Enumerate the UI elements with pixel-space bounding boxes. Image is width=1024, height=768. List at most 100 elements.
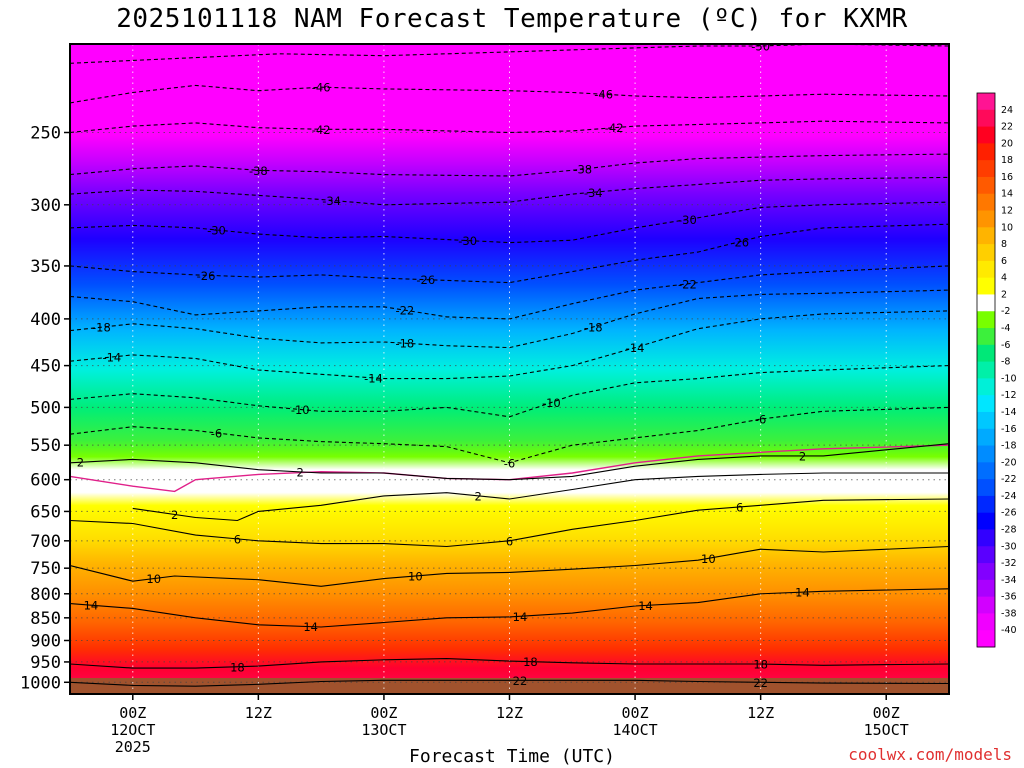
x-tick-label: 00Z [622,704,649,722]
colorbar-label: 16 [1001,172,1013,183]
y-axis: 2503003504004505005506006507007508008509… [20,123,70,693]
colorbar-label: -12 [1001,390,1017,401]
contour-label: 14 [795,586,810,600]
contour-label: 2 [171,508,178,522]
colorbar-segment [977,361,995,379]
contour-label: -6 [211,426,222,440]
y-tick-label: 900 [30,631,61,651]
chart-title: 2025101118 NAM Forecast Temperature (ºC)… [116,4,908,34]
contour-label: -30 [207,223,226,237]
colorbar-label: -2 [1001,306,1010,317]
contour-label: 18 [753,658,768,672]
x-tick-label: 12Z [245,704,272,722]
contour-label: -14 [626,341,645,355]
contour-label: -18 [584,321,603,335]
colorbar-segment [977,613,995,631]
contour-layer [70,44,949,687]
contour-label: 2 [799,449,806,463]
y-tick-label: 300 [30,196,61,216]
x-tick-label: 12Z [747,704,774,722]
colorbar-label: 4 [1001,273,1007,284]
colorbar-label: -38 [1001,608,1017,619]
colorbar-segment [977,109,995,128]
contour-label: -10 [291,403,310,417]
colorbar-segment [977,193,995,212]
contour-label: 18 [523,655,538,669]
y-tick-label: 1000 [20,673,61,693]
colorbar: 24 22 20 18 16 14 12 10 8 6 4 2 -2 -4 -6 -8 -10 -12 -14 -16… [976,92,1017,648]
y-tick-label: 800 [30,585,61,605]
colorbar-label: -36 [1001,592,1017,603]
grid-layer [70,44,949,694]
contour-label: -38 [573,163,592,177]
contour-line [132,472,949,522]
colorbar-label: -26 [1001,508,1017,519]
colorbar-label: -16 [1001,424,1017,435]
contour-label: -6 [755,413,766,427]
contour-label: 10 [701,552,716,566]
contour-line [70,443,949,481]
y-tick-label: 450 [30,357,61,377]
colorbar-label: -10 [1001,373,1017,384]
contour-label: -18 [92,321,111,335]
colorbar-segment [977,445,995,463]
colorbar-segment [977,344,995,363]
contour-label: 18 [230,660,245,674]
colorbar-segment [977,244,995,262]
colorbar-segment [977,294,995,312]
colorbar-segment [977,630,995,648]
contour-label: 14 [303,620,318,634]
contour-label: 22 [513,674,528,688]
colorbar-label: 2 [1001,289,1007,300]
colorbar-frame [976,92,996,648]
colorbar-segment [977,311,995,329]
y-tick-label: 550 [30,436,61,456]
x-tick-label: 00Z [370,704,397,722]
colorbar-label: 22 [1001,122,1013,133]
colorbar-label: -18 [1001,441,1017,452]
contour-line [70,588,949,628]
colorbar-segment [977,462,995,480]
contour-label: -14 [102,350,121,364]
contour-label: -26 [730,235,749,249]
colorbar-segment [977,411,995,430]
colorbar-label: 10 [1001,222,1013,233]
contour-label: -26 [197,269,216,283]
y-tick-label: 950 [30,653,61,673]
contour-line [70,679,949,687]
contour-label: -18 [395,337,414,351]
contour-line [70,365,949,418]
contour-label: 10 [146,572,161,586]
y-tick-label: 400 [30,310,61,330]
contour-line [70,223,949,284]
contour-label: -22 [395,304,414,318]
contour-line [70,201,949,244]
colorbar-label: -24 [1001,491,1017,502]
contour-label: -34 [322,194,341,208]
colorbar-segment [977,512,995,530]
colorbar-label: -4 [1001,323,1010,334]
colorbar-label: -22 [1001,474,1017,485]
colorbar-label: -30 [1001,541,1017,552]
x-axis-title: Forecast Time (UTC) [409,746,615,767]
contour-line [70,310,949,380]
x-tick-label: 00Z [873,704,900,722]
colorbar-label: -6 [1001,340,1010,351]
contour-line [70,265,949,320]
y-tick-label: 700 [30,532,61,552]
colorbar-label: 8 [1001,239,1007,250]
colorbar-label: -28 [1001,524,1017,535]
contour-label: -42 [312,123,331,137]
colorbar-label: -34 [1001,575,1017,586]
x-tick-label: 00Z [119,704,146,722]
credit-link[interactable]: coolwx.com/models [848,745,1012,764]
contour-label: -34 [584,186,603,200]
colorbar-segment [977,260,995,279]
colorbar-label: -32 [1001,558,1017,569]
contour-label: 6 [736,500,743,514]
contour-label: -30 [458,234,477,248]
y-tick-label: 600 [30,471,61,491]
colorbar-label: 24 [1001,105,1013,116]
contour-label: -30 [678,213,697,227]
